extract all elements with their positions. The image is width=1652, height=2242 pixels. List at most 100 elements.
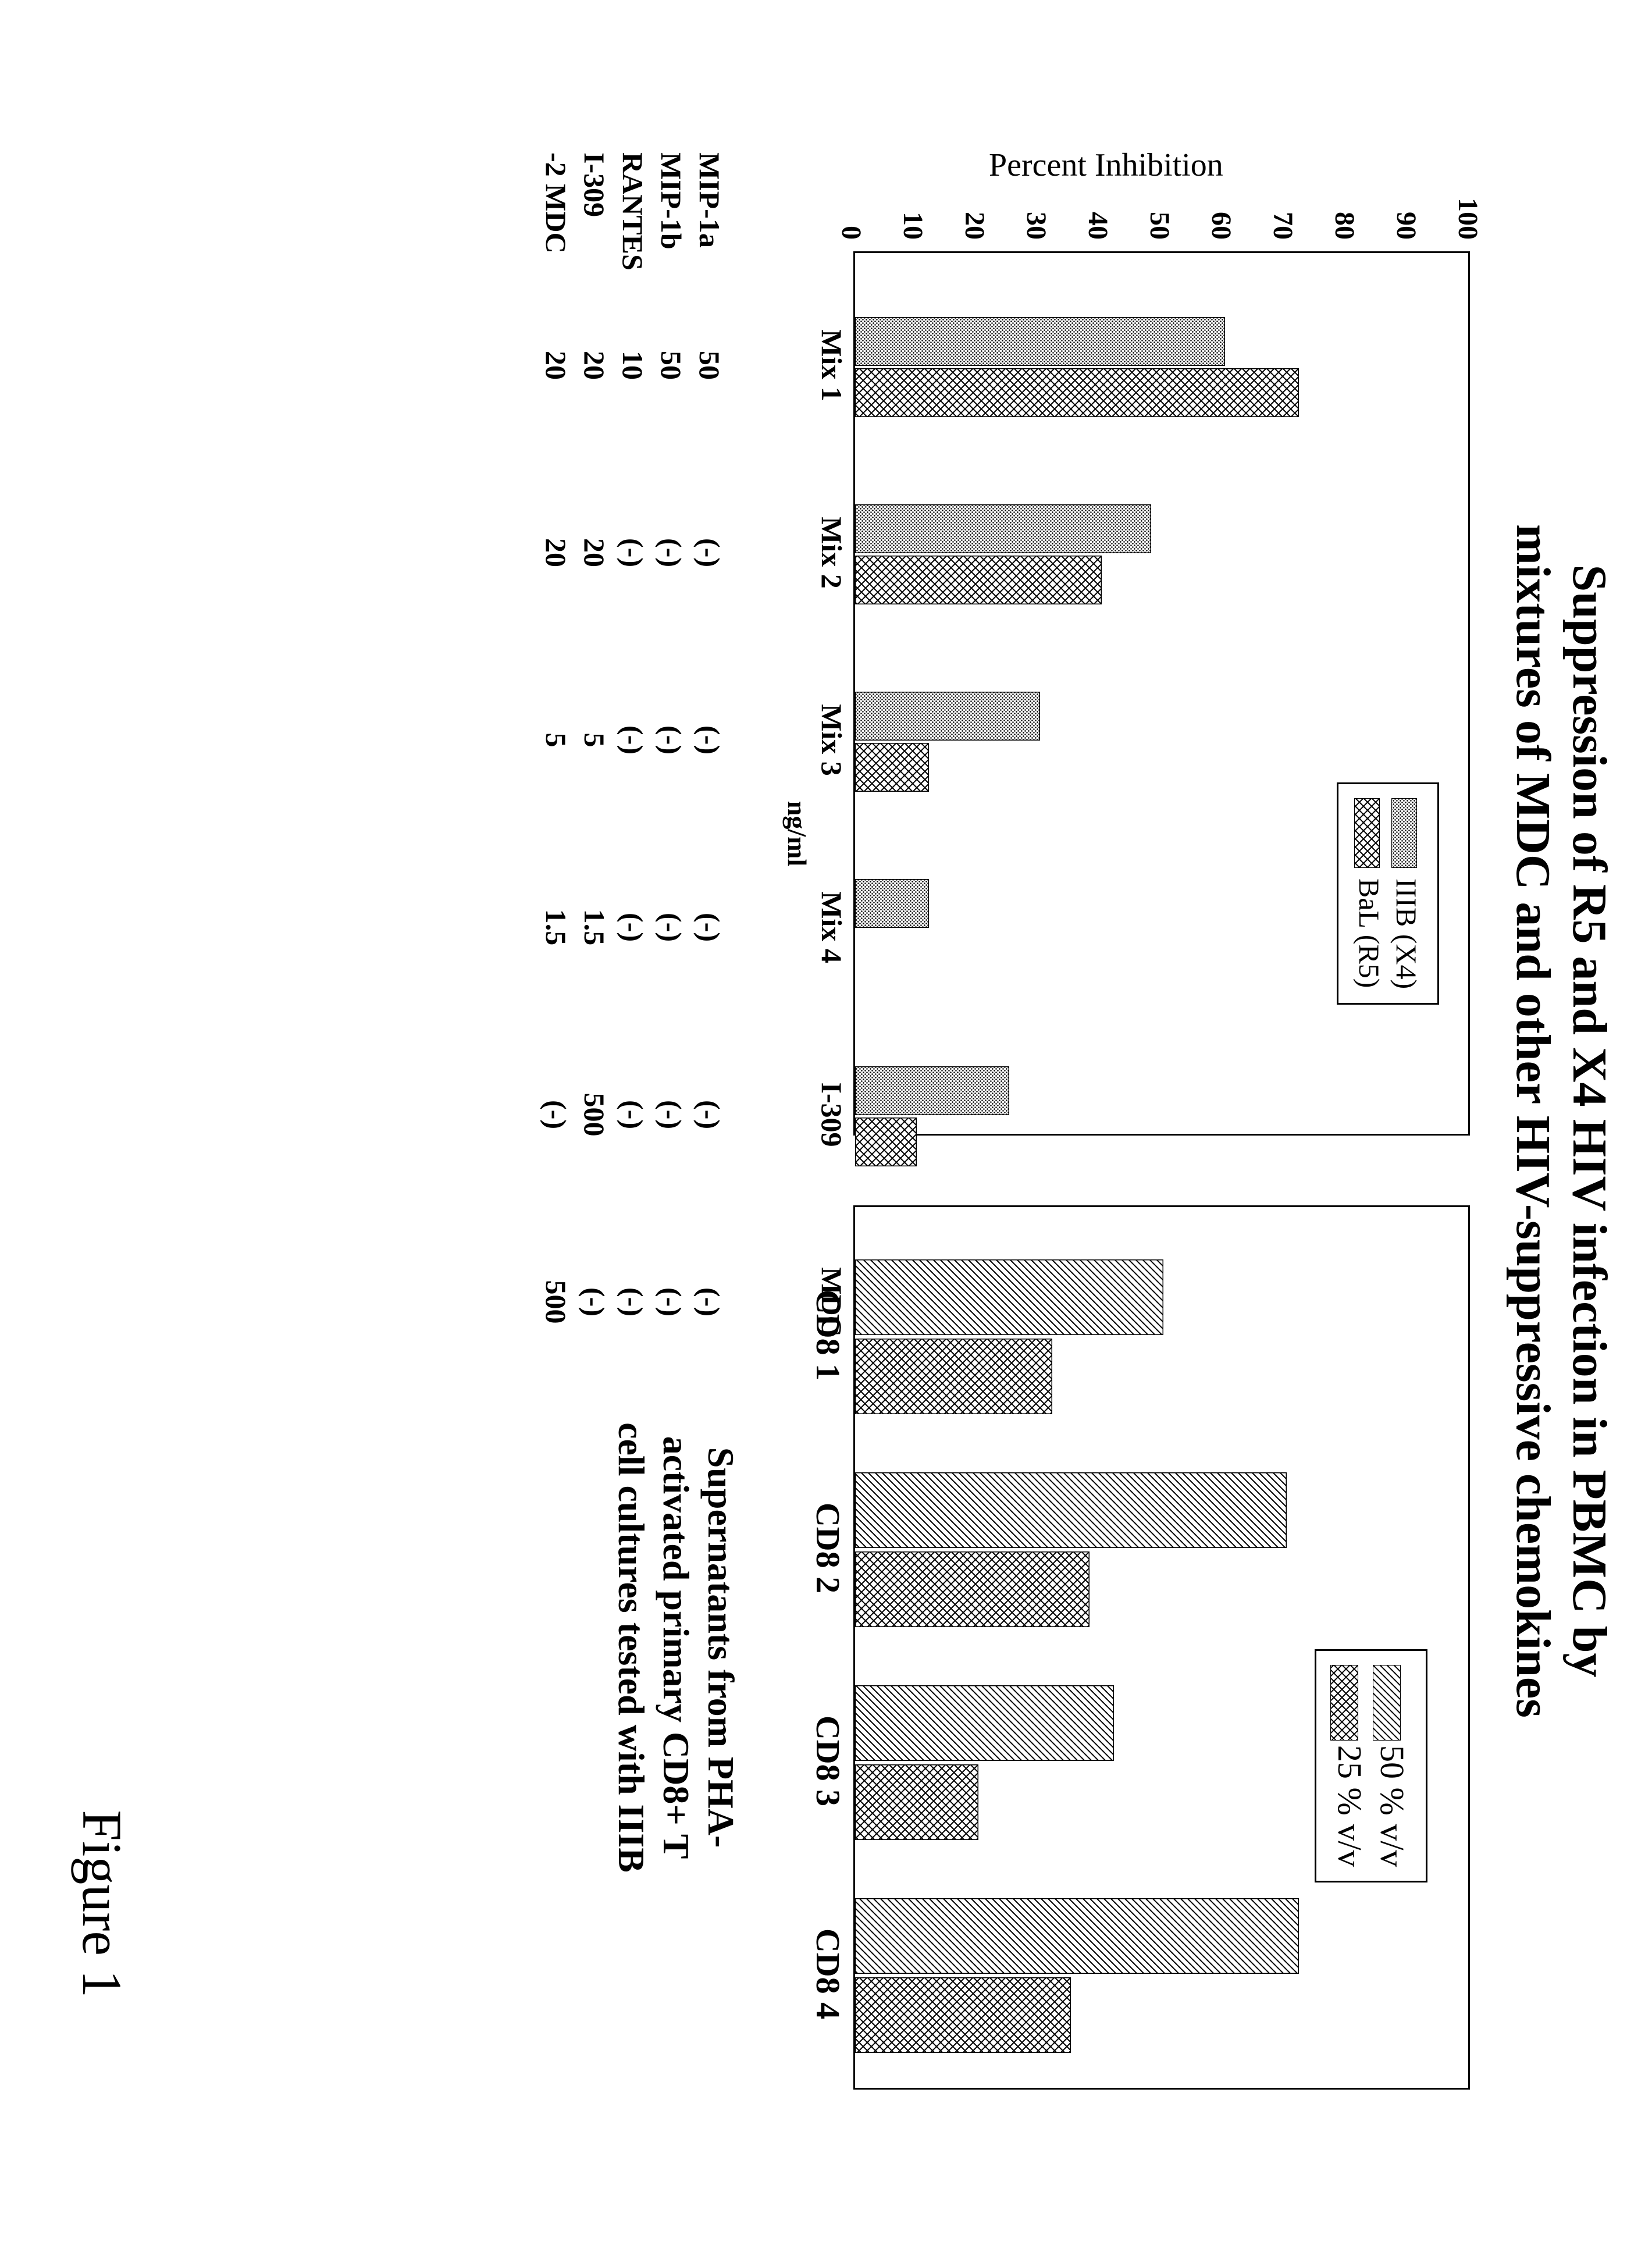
- right-legend: 50 % v/v25 % v/v: [1315, 1649, 1427, 1882]
- left-y-ticks: 0102030405060708090100: [853, 152, 1470, 251]
- bar-CD8-4-50-v-v: [855, 1898, 1299, 1974]
- right-plot-area: [855, 1207, 1468, 2088]
- y-tick-10: 10: [897, 152, 929, 240]
- legend-label: BaL (R5): [1352, 878, 1386, 988]
- conc-cell: 5: [578, 682, 611, 798]
- y-tick-30: 30: [1020, 152, 1052, 240]
- bar-group-CD8-1: [855, 1259, 1163, 1414]
- y-tick-70: 70: [1267, 152, 1299, 240]
- left-x-ticks: Mix 1Mix 2Mix 3Mix 4I-309MDC: [802, 251, 849, 1136]
- figure-canvas: Suppression of R5 and X4 HIV infection i…: [0, 0, 1652, 2242]
- left-x-unit-label: ng/ml: [782, 787, 813, 880]
- legend-item-50-v-v: 50 % v/v: [1373, 1665, 1412, 1867]
- chart-row: Percent Inhibition 010203040506070809010…: [523, 35, 1470, 2207]
- conc-cell: (-): [654, 1056, 688, 1173]
- x-tick-Mix-1: Mix 1: [815, 301, 849, 429]
- bar-CD8-1-25-v-v: [855, 1339, 1052, 1414]
- conc-cell: (-): [693, 1056, 727, 1173]
- conc-cell: 20: [539, 494, 573, 611]
- conc-cell: 50: [693, 307, 727, 424]
- conc-cell: (-): [616, 869, 650, 985]
- conc-row-label-RANTES: RANTES: [616, 152, 650, 271]
- conc-cell: 1.5: [539, 869, 573, 985]
- conc-cell: (-): [616, 494, 650, 611]
- bar-Mix-2-BaL-R5-: [855, 556, 1102, 604]
- y-tick-0: 0: [835, 152, 867, 240]
- legend-item-IIIB-X4-: IIIB (X4): [1390, 798, 1423, 989]
- bar-group-I-309: [855, 1066, 1009, 1166]
- conc-cell: (-): [693, 869, 727, 985]
- right-chart-panel: 50 % v/v25 % v/v CD8 1 CD8 2 CD8 3 CD8 4 Su…: [608, 1205, 1469, 2090]
- bar-CD8-4-25-v-v: [855, 1977, 1071, 2053]
- left-legend: IIIB (X4)BaL (R5): [1337, 782, 1439, 1005]
- conc-cell: 50: [654, 307, 688, 424]
- conc-cell: 5: [539, 682, 573, 798]
- conc-cell: (-): [693, 494, 727, 611]
- x-tick-Mix-3: Mix 3: [815, 676, 849, 804]
- y-tick-80: 80: [1329, 152, 1361, 240]
- figure-title: Suppression of R5 and X4 HIV infection i…: [1505, 35, 1617, 2207]
- bar-CD8-3-25-v-v: [855, 1764, 978, 1840]
- bar-group-Mix-3: [855, 692, 1040, 792]
- left-chart-panel: Percent Inhibition 010203040506070809010…: [523, 152, 1470, 1136]
- bar-group-CD8-4: [855, 1898, 1299, 2053]
- concentration-table: MIP-1a50(-)(-)(-)(-)(-)MIP-1b50(-)(-)(-)…: [523, 152, 727, 1136]
- bar-Mix-1-BaL-R5-: [855, 368, 1299, 417]
- conc-cell: 500: [539, 1244, 573, 1360]
- bar-group-Mix-4: [855, 879, 929, 979]
- bar-group-Mix-1: [855, 317, 1299, 417]
- y-tick-60: 60: [1205, 152, 1237, 240]
- conc-cell: 500: [578, 1056, 611, 1173]
- bar-CD8-3-50-v-v: [855, 1685, 1114, 1761]
- conc-row-label-I-309: I-309: [578, 152, 611, 217]
- legend-label: 25 % v/v: [1330, 1745, 1369, 1867]
- bar-Mix-3-IIIB-X4-: [855, 692, 1040, 741]
- conc-cell: 1.5: [578, 869, 611, 985]
- legend-label: IIIB (X4): [1390, 878, 1423, 989]
- bar-Mix-3-BaL-R5-: [855, 743, 929, 792]
- conc-cell: (-): [539, 1056, 573, 1173]
- legend-swatch: [1395, 798, 1418, 868]
- x-tick-Mix-2: Mix 2: [815, 489, 849, 617]
- bar-group-Mix-2: [855, 504, 1151, 604]
- bar-Mix-4-IIIB-X4-: [855, 879, 929, 928]
- x-tick-CD8-2: CD8 2: [809, 1455, 848, 1641]
- figure-number-label: Figure 1: [70, 1810, 134, 1998]
- y-tick-20: 20: [959, 152, 991, 240]
- legend-swatch: [1338, 1665, 1361, 1735]
- bar-I-309-BaL-R5-: [855, 1118, 917, 1166]
- y-tick-40: 40: [1082, 152, 1114, 240]
- bar-group-CD8-3: [855, 1685, 1114, 1840]
- figure-title-line1: Suppression of R5 and X4 HIV infection i…: [1561, 35, 1617, 2207]
- conc-row-label--2-MDC: -2 MDC: [539, 152, 573, 254]
- right-chart-box: 50 % v/v25 % v/v: [853, 1205, 1470, 2090]
- conc-cell: 10: [616, 307, 650, 424]
- conc-row-label-MIP-1a: MIP-1a: [693, 152, 727, 248]
- conc-cell: (-): [654, 682, 688, 798]
- conc-cell: (-): [654, 869, 688, 985]
- figure-title-line2: mixtures of MDC and other HIV-suppressiv…: [1505, 35, 1561, 2207]
- conc-cell: 20: [539, 307, 573, 424]
- legend-item-25-v-v: 25 % v/v: [1330, 1665, 1369, 1867]
- x-tick-CD8-1: CD8 1: [809, 1242, 848, 1428]
- bar-CD8-2-50-v-v: [855, 1472, 1287, 1548]
- bar-CD8-2-25-v-v: [855, 1551, 1090, 1627]
- x-tick-I-309: I-309: [815, 1051, 849, 1179]
- bar-I-309-IIIB-X4-: [855, 1066, 1009, 1115]
- y-tick-90: 90: [1390, 152, 1422, 240]
- legend-swatch: [1380, 1665, 1404, 1735]
- right-caption-line1: Supernatants from PHA-: [698, 1205, 743, 2090]
- conc-cell: 20: [578, 494, 611, 611]
- y-tick-100: 100: [1452, 152, 1484, 240]
- right-caption: Supernatants from PHA- activated primary…: [608, 1205, 742, 2090]
- x-tick-CD8-3: CD8 3: [809, 1668, 848, 1854]
- left-chart-box: IIIB (X4)BaL (R5): [853, 251, 1470, 1136]
- conc-cell: (-): [654, 494, 688, 611]
- conc-row-label-MIP-1b: MIP-1b: [654, 152, 688, 250]
- bar-CD8-1-50-v-v: [855, 1259, 1163, 1335]
- bar-group-CD8-2: [855, 1472, 1287, 1627]
- y-tick-50: 50: [1144, 152, 1176, 240]
- conc-cell: (-): [693, 682, 727, 798]
- x-tick-CD8-4: CD8 4: [809, 1881, 848, 2067]
- right-caption-line2: activated primary CD8+ T: [653, 1205, 698, 2090]
